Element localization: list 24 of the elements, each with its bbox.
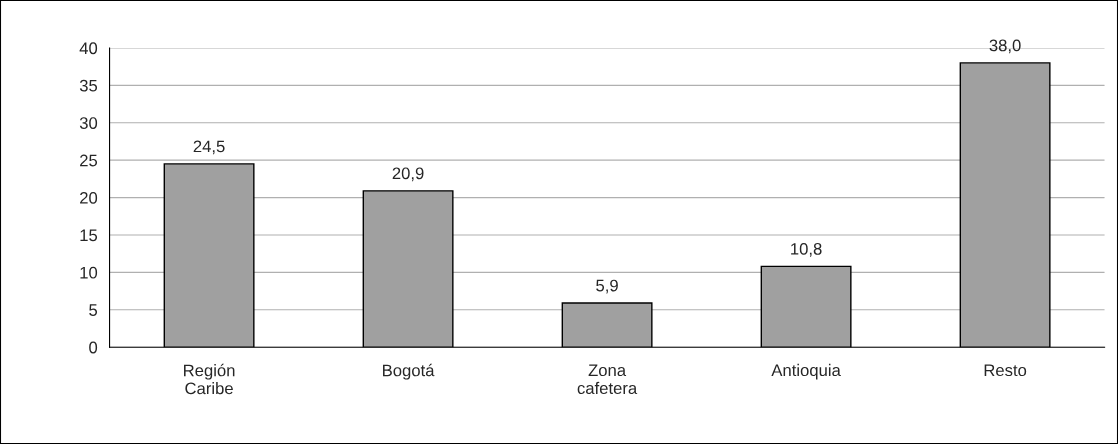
data-label: 10,8: [791, 242, 822, 257]
bar: [760, 265, 852, 348]
bar: [163, 163, 255, 348]
y-tick-label: 5: [89, 304, 98, 316]
y-tick-label: 0: [89, 341, 98, 354]
y-tick-label: 35: [79, 79, 98, 92]
y-tick-label: 10: [80, 266, 98, 279]
y-tick-label: 40: [79, 42, 98, 55]
x-tick-label: Resto: [984, 364, 1027, 377]
x-tick-label: Región Caribe: [184, 363, 235, 395]
data-label: 24,5: [193, 140, 225, 155]
data-label: 38,0: [989, 39, 1021, 54]
bar: [561, 302, 653, 348]
data-label: 20,9: [392, 167, 424, 182]
y-tick-label: 20: [80, 191, 98, 204]
bar: [362, 190, 454, 348]
x-tick-label: Bogotá: [383, 363, 435, 380]
x-tick-label: Zona cafetera: [577, 364, 638, 395]
y-tick-label: 15: [80, 229, 98, 242]
y-tick-label: 30: [79, 117, 98, 129]
x-tick-label: Antioquia: [771, 363, 841, 380]
bar: [959, 62, 1051, 348]
data-label: 5,9: [596, 279, 618, 294]
y-tick-label: 25: [80, 154, 98, 167]
